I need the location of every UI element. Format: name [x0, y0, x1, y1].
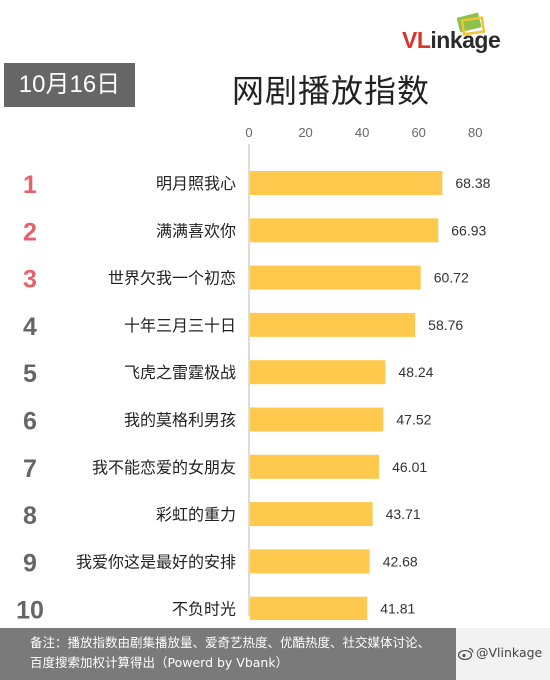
category-label: 我爱你这是最好的安排 [76, 552, 236, 571]
rank-number: 4 [23, 313, 37, 341]
bar-chart: 0 20 40 60 80 1 明月照我心 68.38 2 满满喜欢你 66.93 3 世界欠我一个初… [16, 125, 491, 620]
x-tick-label: 80 [468, 125, 482, 140]
weibo-credit: @Vlinkage [458, 645, 542, 660]
footer: 备注：播放指数由剧集播放量、爱奇艺热度、优酷热度、社交媒体讨论、 百度搜索加权计… [0, 628, 550, 680]
rank-number: 2 [23, 218, 37, 246]
rank-number: 1 [23, 171, 37, 199]
category-label: 我不能恋爱的女朋友 [92, 458, 236, 477]
value-label: 43.71 [386, 506, 421, 522]
category-label: 彩虹的重力 [156, 505, 236, 524]
bar [250, 218, 439, 243]
value-label: 42.68 [383, 553, 418, 569]
logo-mark-icon [456, 12, 486, 36]
rank-number: 9 [23, 549, 37, 577]
value-label: 47.52 [396, 412, 431, 428]
bar [250, 407, 384, 432]
bar [250, 549, 370, 574]
chart-title: 网剧播放指数 [231, 72, 430, 110]
footer-note: 备注：播放指数由剧集播放量、爱奇艺热度、优酷热度、社交媒体讨论、 百度搜索加权计… [0, 628, 456, 680]
logo-text-dark: inkage [430, 27, 501, 53]
bar [250, 502, 373, 527]
rank-number: 3 [23, 266, 37, 294]
rank-number: 10 [16, 597, 44, 620]
rank-number: 8 [23, 502, 37, 530]
x-tick-label: 0 [245, 125, 252, 140]
x-tick-label: 40 [355, 125, 369, 140]
logo-text: VLinkage [402, 27, 501, 54]
value-label: 46.01 [392, 459, 427, 475]
weibo-handle: @Vlinkage [476, 645, 543, 660]
date-badge: 10月16日 [4, 63, 135, 107]
value-label: 58.76 [428, 317, 463, 333]
value-label: 66.93 [451, 222, 486, 238]
value-label: 68.38 [455, 175, 490, 191]
note-line-1: 备注：播放指数由剧集播放量、爱奇艺热度、优酷热度、社交媒体讨论、 [30, 635, 431, 650]
category-label: 飞虎之雷霆极战 [124, 363, 236, 382]
category-label: 明月照我心 [156, 174, 236, 193]
note-line-2: 百度搜索加权计算得出（Powerd by Vbank） [30, 655, 289, 670]
bar [250, 171, 443, 195]
value-label: 60.72 [434, 270, 469, 286]
rank-number: 7 [23, 455, 37, 483]
category-label: 世界欠我一个初恋 [108, 269, 236, 288]
rank-number: 5 [23, 360, 37, 388]
value-label: 41.81 [380, 601, 415, 617]
category-label: 十年三月三十日 [124, 316, 236, 335]
category-label: 满满喜欢你 [156, 221, 236, 240]
weibo-icon [458, 647, 474, 660]
value-label: 48.24 [398, 364, 433, 380]
bar [250, 265, 421, 290]
category-label: 我的莫格利男孩 [124, 411, 236, 430]
rank-number: 6 [23, 408, 37, 436]
vlinkage-logo: VLinkage [402, 12, 532, 56]
x-tick-label: 20 [298, 125, 312, 140]
bar [250, 596, 368, 620]
logo-text-red: VL [402, 27, 431, 53]
category-label: 不负时光 [172, 600, 236, 619]
bar [250, 360, 386, 385]
bar [250, 312, 416, 337]
bar [250, 454, 380, 479]
x-tick-label: 60 [411, 125, 425, 140]
